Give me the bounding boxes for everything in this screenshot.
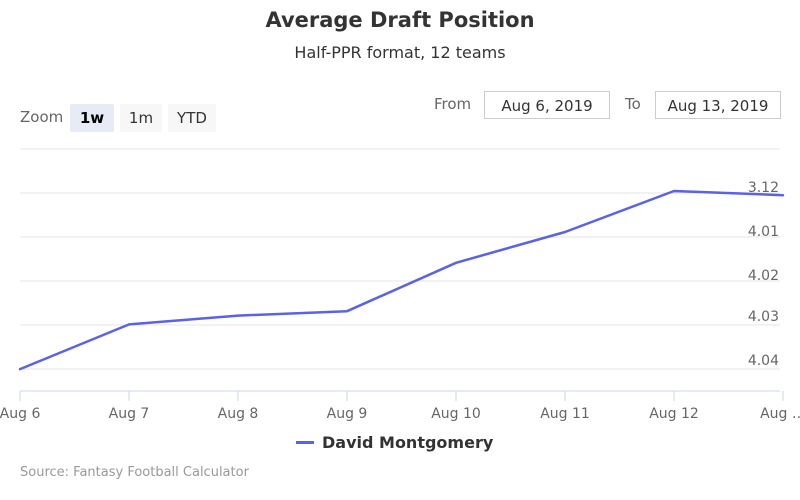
y-tick-label: 4.01 <box>748 224 779 240</box>
x-tick-label: Aug 9 <box>327 406 368 422</box>
x-tick-label: Aug 8 <box>218 406 259 422</box>
zoom-1w-button[interactable]: 1w <box>70 104 114 132</box>
range-from-input[interactable]: Aug 6, 2019 <box>484 91 610 119</box>
x-tick-label: Aug 6 <box>0 406 40 422</box>
x-tick-label: Aug 10 <box>431 406 481 422</box>
zoom-ytd-button[interactable]: YTD <box>168 104 216 132</box>
zoom-label: Zoom <box>20 108 64 126</box>
zoom-1m-button[interactable]: 1m <box>120 104 162 132</box>
legend-item[interactable]: David Montgomery <box>296 431 493 453</box>
y-tick-label: 4.02 <box>748 268 779 284</box>
x-tick-label: Aug 11 <box>540 406 590 422</box>
range-from-label: From <box>434 95 472 113</box>
series-line <box>18 189 785 371</box>
range-to-input[interactable]: Aug 13, 2019 <box>655 91 781 119</box>
x-tick-label: Aug 12 <box>649 406 699 422</box>
y-tick-label: 3.12 <box>748 180 779 196</box>
chart-subtitle: Half-PPR format, 12 teams <box>294 43 506 62</box>
x-tick-label: Aug 7 <box>109 406 150 422</box>
range-to-label: To <box>625 95 641 113</box>
chart-title: Average Draft Position <box>265 8 535 32</box>
x-tick-label: Aug … <box>760 406 800 422</box>
y-tick-label: 4.03 <box>748 309 779 325</box>
legend-label: David Montgomery <box>322 432 494 452</box>
legend-swatch <box>296 440 314 444</box>
source-credit: Source: Fantasy Football Calculator <box>20 465 249 480</box>
y-tick-label: 4.04 <box>748 353 779 369</box>
